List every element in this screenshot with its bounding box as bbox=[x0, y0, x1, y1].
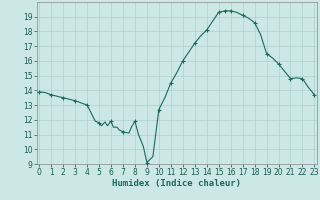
X-axis label: Humidex (Indice chaleur): Humidex (Indice chaleur) bbox=[112, 179, 241, 188]
